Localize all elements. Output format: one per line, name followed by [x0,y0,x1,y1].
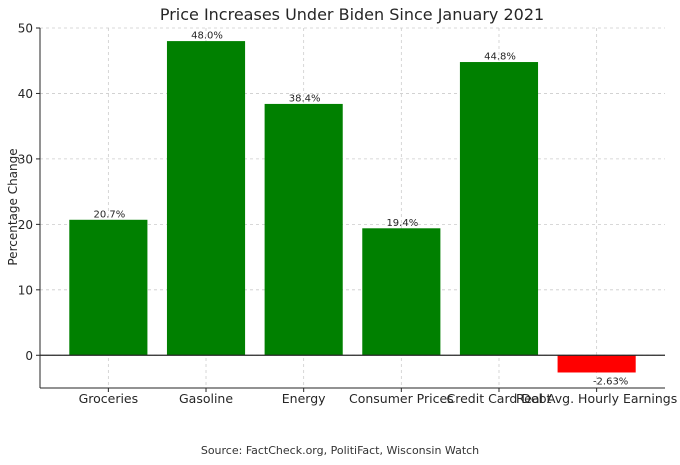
bar [264,103,343,356]
source-note: Source: FactCheck.org, PolitiFact, Wisco… [200,444,480,457]
data-labels: 20.7% 48.0% 38.4% 19.4% 44.8% -2.63% [93,31,628,388]
data-label: -2.63% [593,376,628,387]
y-axis-label: Percentage Change [6,148,20,265]
y-tick-label: 10 [18,283,33,297]
data-label: 44.8% [484,52,516,63]
bar [362,228,441,356]
bar [557,355,636,373]
y-tick-label: 20 [18,218,33,232]
axes: 0 10 20 30 40 50 Groceries Gasoline Energy Consum… [18,22,678,407]
y-tick-label: 50 [18,22,33,36]
x-tick-label: Real Avg. Hourly Earnings [516,391,677,406]
x-tick-label: Groceries [79,391,139,406]
bar [166,41,246,356]
x-tick-label: Consumer Prices [349,391,454,406]
x-tick-label: Gasoline [179,391,233,406]
bar [69,219,148,356]
x-tick-label: Credit Card Debt [447,391,552,406]
bars [69,41,636,373]
y-tick-label: 40 [18,87,33,101]
data-label: 38.4% [289,93,321,104]
data-label: 48.0% [191,31,223,42]
y-tick-label: 30 [18,152,33,166]
data-label: 20.7% [93,209,125,220]
bar [459,62,539,356]
data-label: 19.4% [386,218,418,229]
y-tick-label: 0 [25,349,33,363]
x-tick-label: Energy [282,391,326,406]
chart-title: Price Increases Under Biden Since Januar… [160,5,544,24]
